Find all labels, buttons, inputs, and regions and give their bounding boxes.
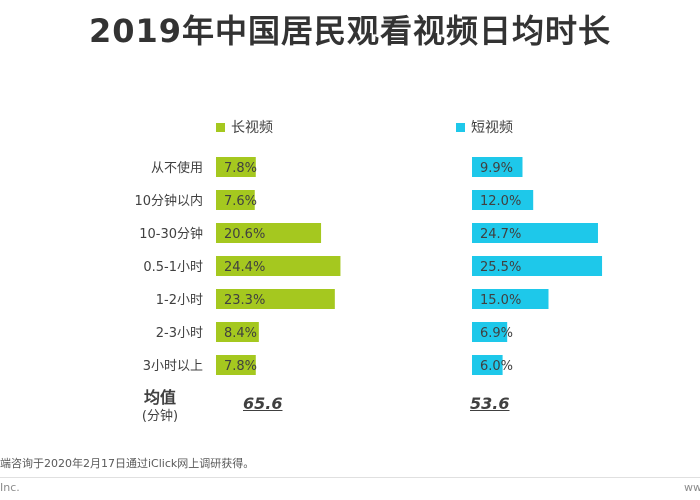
data-label-short-video: 6.9%	[480, 326, 513, 341]
category-label: 1-2小时	[156, 293, 203, 308]
bar-long-video	[216, 223, 322, 243]
data-label-short-video: 24.7%	[480, 227, 521, 242]
bar-short-video	[472, 355, 503, 375]
data-label-short-video: 12.0%	[480, 194, 521, 209]
mean-label: 均值	[143, 388, 176, 407]
category-label: 0.5-1小时	[143, 260, 203, 275]
bar-short-video	[472, 190, 534, 210]
bar-long-video	[216, 322, 259, 342]
bar-short-video	[472, 322, 508, 342]
category-label: 3小时以上	[143, 359, 203, 374]
bar-long-video	[216, 355, 256, 375]
brand-url-fragment: www	[684, 481, 700, 494]
category-label: 从不使用	[151, 160, 203, 176]
chart-title: 2019年中国居民观看视频日均时长	[88, 12, 612, 50]
mean-value-long: 65.6	[243, 394, 283, 413]
data-label-long-video: 20.6%	[224, 227, 265, 242]
legend-label-short: 短视频	[471, 120, 513, 136]
bar-long-video	[216, 256, 341, 276]
mean-value-short: 53.6	[470, 394, 510, 413]
data-label-short-video: 15.0%	[480, 293, 521, 308]
legend-label-long: 长视频	[231, 120, 273, 136]
bar-long-video	[216, 289, 335, 309]
data-label-long-video: 8.4%	[224, 326, 257, 341]
bar-short-video	[472, 157, 523, 177]
data-label-short-video: 6.0%	[480, 359, 513, 374]
brand-text: Inc.	[0, 481, 20, 494]
category-label: 10分钟以内	[134, 193, 203, 209]
data-label-long-video: 7.6%	[224, 194, 257, 209]
bar-long-video	[216, 157, 256, 177]
bar-short-video	[472, 223, 598, 243]
category-label: 2-3小时	[156, 326, 203, 341]
legend-short-video: 短视频	[456, 117, 513, 137]
data-label-long-video: 7.8%	[224, 161, 257, 176]
bar-short-video	[472, 289, 549, 309]
legend-swatch-short	[456, 122, 465, 132]
category-label: 10-30分钟	[139, 226, 203, 242]
footnote: 端咨询于2020年2月17日通过iClick网上调研获得。	[0, 457, 255, 470]
bar-short-video	[472, 256, 603, 276]
footer-divider	[0, 477, 700, 478]
bar-long-video	[216, 190, 255, 210]
data-label-long-video: 23.3%	[224, 293, 265, 308]
data-label-short-video: 9.9%	[480, 161, 513, 176]
data-label-short-video: 25.5%	[480, 260, 521, 275]
legend-long-video: 长视频	[216, 117, 273, 137]
data-label-long-video: 7.8%	[224, 359, 257, 374]
data-label-long-video: 24.4%	[224, 260, 265, 275]
mean-unit: (分钟)	[141, 409, 179, 424]
legend-swatch-long	[216, 122, 225, 132]
